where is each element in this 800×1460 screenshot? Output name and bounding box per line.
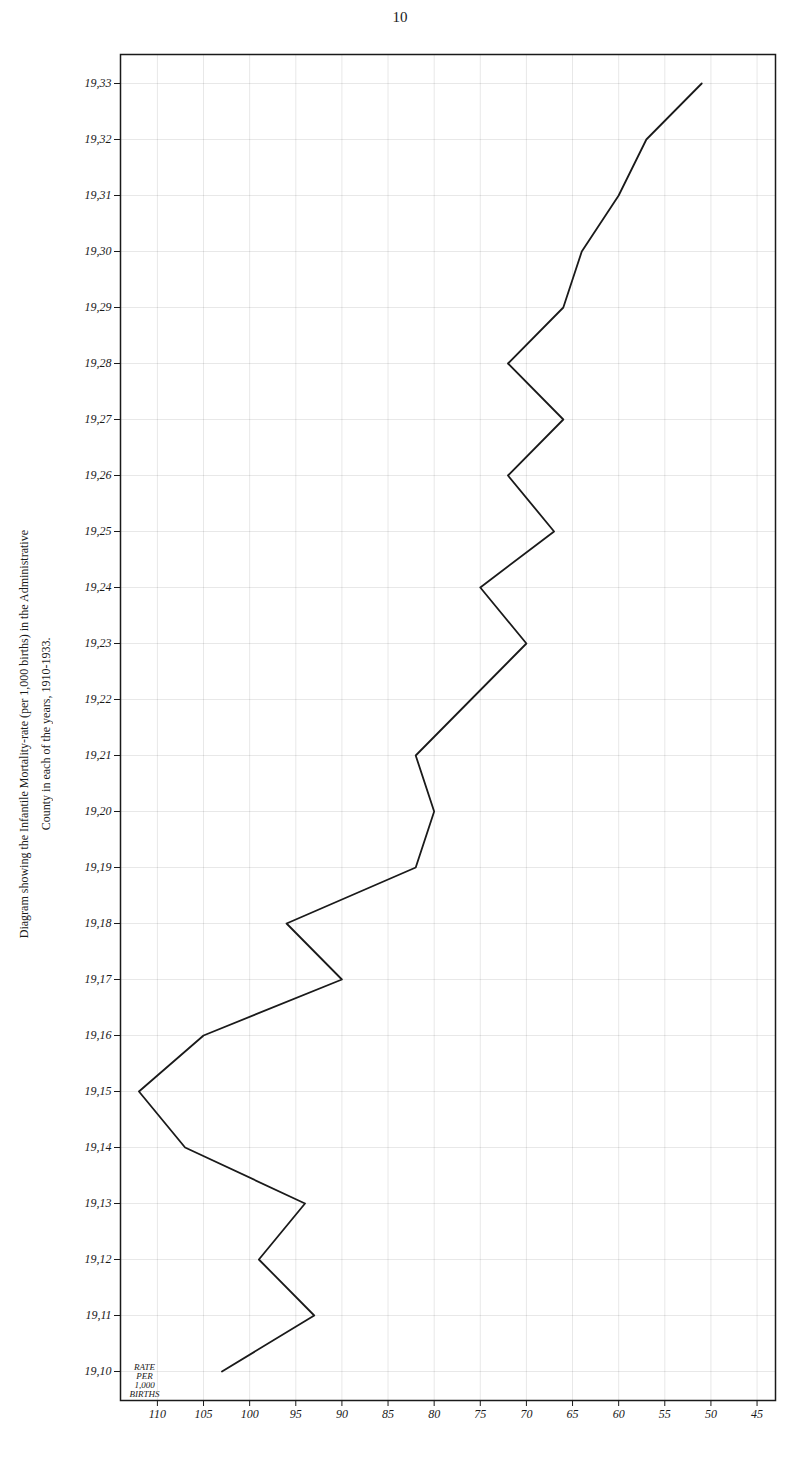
svg-text:110: 110 bbox=[149, 1407, 166, 1421]
svg-text:45: 45 bbox=[751, 1407, 763, 1421]
svg-text:105: 105 bbox=[195, 1407, 213, 1421]
svg-text:19,13: 19,13 bbox=[85, 1196, 112, 1210]
svg-text:19,31: 19,31 bbox=[85, 188, 112, 202]
svg-text:65: 65 bbox=[567, 1407, 579, 1421]
svg-text:19,21: 19,21 bbox=[85, 748, 112, 762]
svg-text:100: 100 bbox=[241, 1407, 259, 1421]
svg-text:85: 85 bbox=[382, 1407, 394, 1421]
svg-text:95: 95 bbox=[290, 1407, 302, 1421]
svg-text:19,27: 19,27 bbox=[85, 412, 113, 426]
svg-text:19,14: 19,14 bbox=[85, 1140, 112, 1154]
html-text:Diagram showing the Infantile: Diagram showing the Infantile Mortality-… bbox=[17, 529, 31, 939]
svg-text:19,22: 19,22 bbox=[85, 692, 112, 706]
svg-text:19,10: 19,10 bbox=[85, 1364, 112, 1378]
svg-text:60: 60 bbox=[613, 1407, 625, 1421]
svg-text:19,24: 19,24 bbox=[85, 580, 112, 594]
svg-text:19,26: 19,26 bbox=[85, 468, 112, 482]
svg-text:RATEPER1,000BIRTHS: RATEPER1,000BIRTHS bbox=[130, 1362, 160, 1399]
svg-text:19,16: 19,16 bbox=[85, 1028, 112, 1042]
svg-text:19,30: 19,30 bbox=[85, 244, 112, 258]
svg-text:50: 50 bbox=[705, 1407, 717, 1421]
svg-text:19,20: 19,20 bbox=[85, 804, 112, 818]
svg-text:75: 75 bbox=[474, 1407, 486, 1421]
svg-text:80: 80 bbox=[428, 1407, 440, 1421]
svg-text:19,11: 19,11 bbox=[85, 1308, 111, 1322]
svg-text:19,12: 19,12 bbox=[85, 1252, 112, 1266]
svg-text:19,33: 19,33 bbox=[85, 76, 112, 90]
svg-text:19,25: 19,25 bbox=[85, 524, 112, 538]
svg-text:90: 90 bbox=[336, 1407, 348, 1421]
svg-text:19,18: 19,18 bbox=[85, 916, 112, 930]
svg-text:19,17: 19,17 bbox=[85, 972, 113, 986]
svg-text:70: 70 bbox=[520, 1407, 532, 1421]
svg-text:19,32: 19,32 bbox=[85, 132, 112, 146]
svg-text:19,29: 19,29 bbox=[85, 300, 112, 314]
html-text:10: 10 bbox=[392, 9, 408, 25]
svg-text:55: 55 bbox=[659, 1407, 671, 1421]
svg-text:19,19: 19,19 bbox=[85, 860, 112, 874]
svg-text:19,15: 19,15 bbox=[85, 1084, 112, 1098]
svg-text:19,28: 19,28 bbox=[85, 356, 112, 370]
svg-text:19,23: 19,23 bbox=[85, 636, 112, 650]
html-text:County in each of the years, 1: County in each of the years, 1910-1933. bbox=[39, 637, 53, 831]
